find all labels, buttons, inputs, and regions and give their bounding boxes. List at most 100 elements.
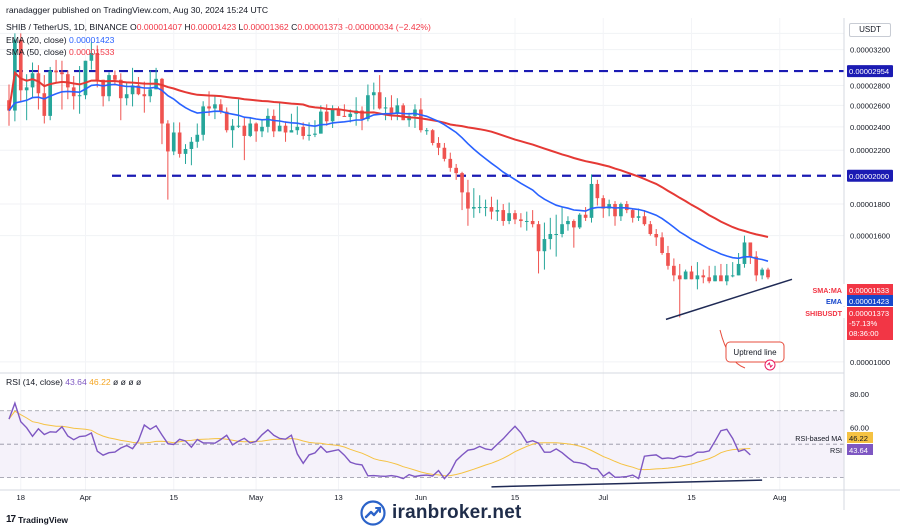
sma-value: 0.00001533	[69, 47, 115, 57]
uptrend-line[interactable]	[665, 278, 793, 321]
candle-body	[560, 224, 564, 234]
candle-body	[248, 123, 253, 136]
candle-body	[113, 75, 117, 80]
price-tick-label: 0.00002200	[850, 146, 890, 155]
rsi-settings-icons: ø ø ø ø	[113, 377, 142, 387]
candle-body	[760, 269, 764, 276]
candle-body	[107, 75, 111, 97]
annotation-wave-icon	[767, 362, 773, 368]
candle-body	[583, 214, 588, 218]
candle-body	[366, 95, 370, 120]
rsi-badge	[847, 444, 873, 455]
rsi-badge-value: 43.64	[849, 446, 868, 455]
level-badge-label: 0.00002954	[849, 67, 889, 76]
badge-name: SMA:MA	[812, 286, 842, 295]
time-tick-label: Aug	[773, 493, 787, 502]
time-tick-label: 18	[17, 493, 25, 502]
candle-body	[377, 92, 382, 109]
candles	[7, 33, 770, 318]
c-label: C	[291, 22, 298, 32]
candle-body	[460, 173, 464, 193]
candle-body	[254, 123, 258, 132]
price-badge-change: -57.13%	[849, 319, 878, 328]
candle-body	[319, 111, 323, 134]
rsi-badge	[847, 432, 873, 443]
candle-body	[654, 233, 659, 238]
candle-body	[589, 183, 594, 218]
candle-body	[195, 134, 200, 142]
candle-body	[313, 133, 317, 135]
candle-body	[477, 207, 482, 209]
ema-20-line	[8, 83, 769, 262]
currency-button[interactable]: USDT	[849, 23, 891, 37]
iranbroker-logo-icon	[360, 500, 386, 526]
candle-body	[218, 104, 223, 112]
candle-body	[724, 275, 729, 282]
watermark: iranbroker.net	[360, 500, 522, 526]
rsi-support-line[interactable]	[491, 479, 763, 488]
candle-body	[213, 104, 217, 109]
candle-body	[436, 142, 441, 148]
sma-legend[interactable]: SMA (50, close) 0.00001533	[6, 47, 114, 57]
candle-body	[519, 219, 523, 221]
candle-body	[389, 107, 394, 114]
ema-label: EMA (20, close)	[6, 35, 67, 45]
candle-body	[201, 106, 205, 135]
candle-body	[124, 94, 129, 99]
candle-body	[677, 275, 682, 280]
time-tick-label: 13	[334, 493, 342, 502]
price-badge	[847, 284, 893, 295]
price-badge-value: 0.00001533	[849, 286, 889, 295]
candle-body	[730, 275, 735, 277]
candle-body	[66, 74, 70, 88]
candle-body	[183, 148, 188, 154]
candle-body	[513, 213, 517, 220]
rsi-badge-value: 46.22	[849, 434, 868, 443]
rsi-ma-value: 46.22	[89, 377, 111, 387]
candle-body	[89, 52, 94, 61]
sma-50-line	[8, 70, 769, 238]
uptrend-annotation: Uptrend line	[719, 329, 785, 371]
level-badge	[847, 65, 893, 78]
candle-body	[324, 111, 329, 122]
price-tick-label: 0.00001600	[850, 232, 890, 241]
candle-body	[624, 204, 629, 211]
candle-body	[507, 213, 511, 221]
symbol-label[interactable]: SHIB / TetherUS, 1D, BINANCE	[6, 22, 128, 32]
ema-legend[interactable]: EMA (20, close) 0.00001423	[6, 35, 114, 45]
time-tick-label: 15	[511, 493, 519, 502]
candle-body	[166, 123, 170, 152]
rsi-legend[interactable]: RSI (14, close) 43.64 46.22 ø ø ø ø	[6, 377, 141, 387]
candle-body	[419, 109, 423, 131]
price-tick-label: 0.00003200	[850, 46, 890, 55]
candle-body	[542, 239, 547, 252]
o-label: O	[130, 22, 137, 32]
annotation-text: Uptrend line	[733, 348, 777, 357]
candle-body	[383, 107, 388, 109]
badge-label-bg	[806, 295, 846, 306]
candle-body	[660, 237, 664, 253]
candle-body	[689, 271, 694, 280]
candle-body	[471, 207, 476, 209]
candle-body	[577, 214, 582, 228]
candle-body	[595, 183, 600, 199]
candle-body	[489, 207, 494, 212]
candle-body	[454, 167, 458, 174]
candle-body	[566, 220, 570, 225]
watermark-text: iranbroker.net	[392, 502, 522, 523]
candle-body	[142, 94, 147, 97]
candle-body	[424, 130, 429, 132]
candle-body	[48, 70, 53, 116]
price-tick-label: 0.00001800	[850, 200, 890, 209]
l-label: L	[238, 22, 244, 32]
candle-body	[95, 52, 100, 80]
price-badge-countdown: 08:36:00	[849, 329, 879, 338]
o-value: 0.00001407	[136, 22, 183, 32]
candle-body	[301, 126, 306, 136]
candle-body	[483, 207, 488, 209]
candle-body	[748, 242, 753, 257]
candle-body	[295, 126, 300, 131]
candle-body	[713, 275, 717, 282]
candle-body	[42, 93, 47, 116]
